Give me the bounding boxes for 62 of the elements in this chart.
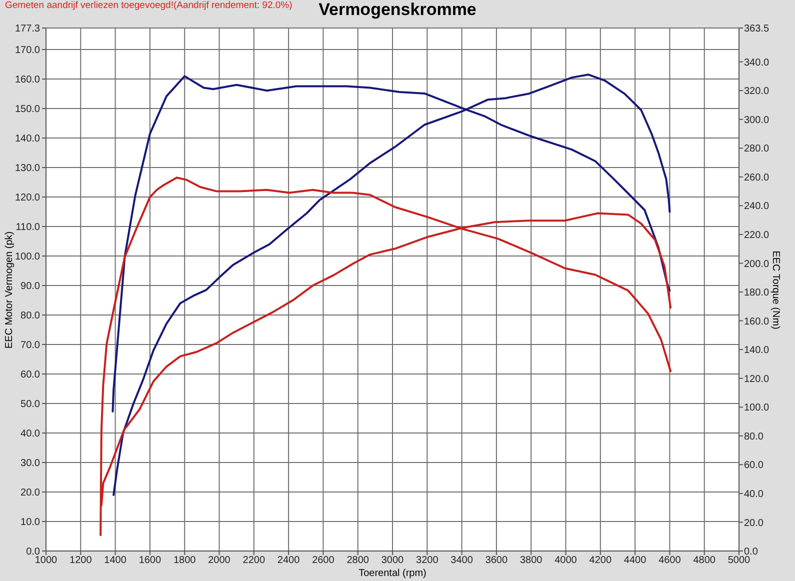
y-tick-label: 170.0 [14, 45, 40, 56]
x-tick-label: 4800 [693, 555, 716, 566]
y-axis-title: EEC Motor Vermogen (pk) [4, 231, 16, 349]
x-tick-label: 4400 [624, 555, 647, 566]
y-tick-label: 40.0 [20, 428, 40, 440]
x-tick-label: 2800 [346, 555, 370, 566]
y2-tick-label: 60.0 [744, 460, 764, 472]
y2-tick-label: 340.0 [744, 57, 770, 68]
x-tick-label: 4000 [554, 555, 578, 566]
x-tick-label: 3800 [520, 555, 543, 566]
y-tick-label: 30.0 [20, 458, 40, 470]
x-axis-title: Toerental (rpm) [358, 568, 428, 580]
x-tick-label: 2600 [312, 555, 335, 566]
y-tick-label: 100.0 [14, 252, 40, 263]
y-tick-label: 130.0 [14, 163, 40, 174]
x-tick-label: 3000 [381, 555, 404, 566]
y2-tick-label: 20.0 [744, 518, 764, 529]
y-tick-label: 110.0 [16, 222, 40, 234]
y2-tick-label: 160.0 [744, 316, 770, 328]
y-tick-label: 50.0 [20, 399, 40, 410]
x-tick-label: 3200 [416, 555, 439, 566]
x-tick-label: 4600 [658, 555, 682, 566]
x-tick-label: 2000 [208, 555, 231, 566]
y2-axis-title: EEC Torque (Nm) [769, 250, 781, 330]
y-tick-label: 150.0 [14, 104, 40, 116]
y2-tick-label: 40.0 [744, 489, 764, 500]
chart-title: Vermogenskromme [318, 0, 476, 19]
y2-tick-label: 260.0 [744, 172, 770, 184]
y2-tick-label: 300.0 [744, 114, 770, 126]
y-tick-label: 177.3 [14, 24, 40, 35]
y2-tick-label: 363.5 [744, 24, 770, 35]
y2-tick-label: 280.0 [744, 144, 770, 155]
y-tick-label: 60.0 [20, 370, 40, 381]
y2-tick-label: 220.0 [744, 230, 770, 242]
y2-tick-label: 200.0 [744, 258, 770, 270]
x-tick-label: 1600 [138, 555, 162, 566]
y-tick-label: 140.0 [14, 134, 40, 145]
y-tick-label: 120.0 [14, 192, 40, 204]
y-tick-label: 80.0 [20, 310, 40, 322]
x-tick-label: 1200 [70, 555, 92, 566]
y2-tick-label: 180.0 [744, 288, 770, 299]
x-tick-label: 3600 [485, 555, 508, 566]
x-tick-label: 5000 [728, 555, 751, 566]
y2-tick-label: 320.0 [744, 86, 770, 98]
y-tick-label: 160.0 [14, 74, 40, 86]
y2-tick-label: 80.0 [744, 431, 764, 442]
y2-tick-label: 140.0 [744, 345, 770, 356]
y-tick-label: 90.0 [20, 281, 40, 292]
y-tick-label: 20.0 [20, 488, 40, 499]
x-tick-label: 1400 [104, 555, 127, 566]
x-tick-label: 2400 [277, 555, 300, 566]
x-tick-label: 1800 [173, 555, 196, 566]
text: Gemeten aandrijf verliezen toegevoegd!(Aandrijf rendement: 92.0%) [5, 0, 292, 12]
x-tick-label: 2200 [242, 555, 266, 566]
y2-tick-label: 100.0 [744, 402, 770, 414]
x-tick-label: 4200 [589, 555, 612, 566]
y2-tick-label: 240.0 [744, 201, 770, 212]
y-tick-label: 10.0 [20, 517, 40, 528]
y2-tick-label: 120.0 [744, 374, 770, 385]
x-tick-label: 3400 [450, 555, 474, 566]
x-tick-label: 1000 [34, 555, 58, 566]
y-tick-label: 70.0 [20, 340, 40, 352]
